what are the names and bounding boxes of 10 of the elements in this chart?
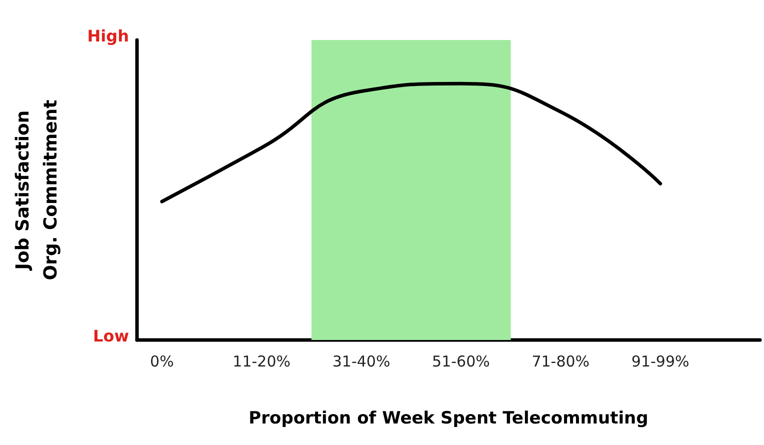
x-tick-label: 71-80% (532, 352, 590, 370)
x-tick-label: 11-20% (232, 352, 291, 370)
text: High (87, 26, 129, 46)
x-tick-label: 91-99% (631, 352, 690, 370)
y-axis-title: Job Satisfaction Org. Commitment (12, 99, 62, 280)
x-tick-label: 0% (150, 352, 174, 370)
x-axis-title: Proportion of Week Spent Telecommuting (248, 408, 648, 428)
x-tick-label: 31-40% (332, 352, 390, 370)
x-tick-label: 51-60% (432, 352, 490, 370)
text: Low (93, 326, 130, 346)
